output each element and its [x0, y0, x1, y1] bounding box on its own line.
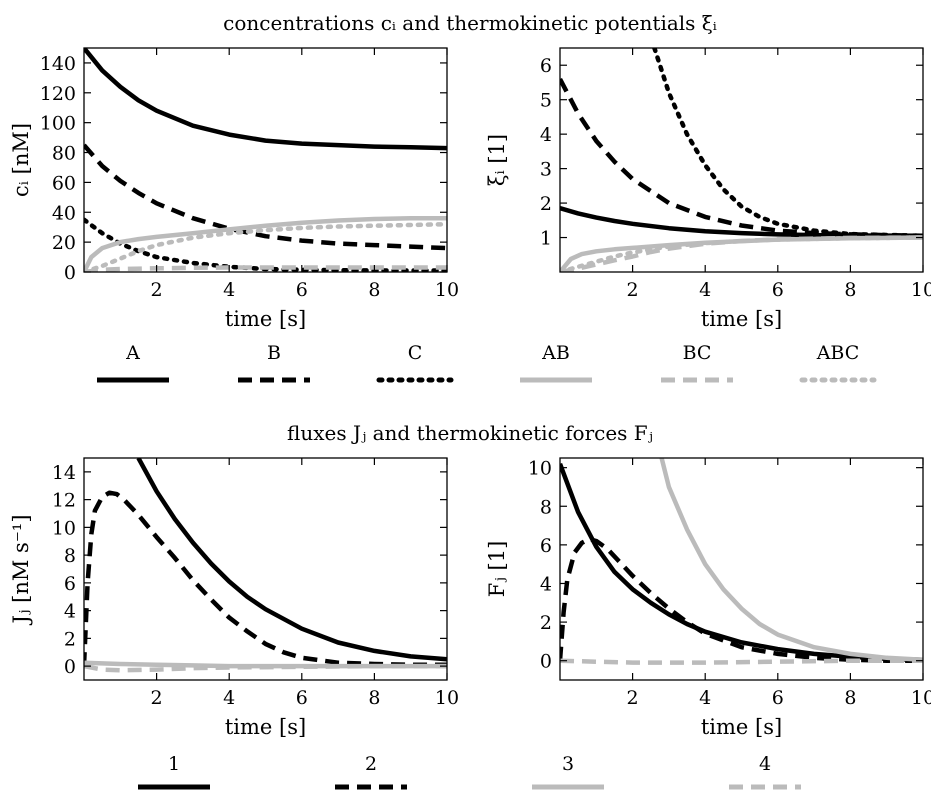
- series-line-bc: [84, 265, 447, 272]
- series-line-bc: [560, 235, 923, 272]
- legend-label-3: 3: [562, 753, 574, 775]
- top-section-title: concentrations cᵢ and thermokinetic pote…: [223, 11, 717, 35]
- y-tick-label: 80: [52, 143, 76, 165]
- x-tick-label: 8: [368, 279, 380, 301]
- legend-species: A B C AB BC ABC: [97, 342, 877, 383]
- y-tick-label: 6: [540, 55, 552, 77]
- series-line-4: [560, 658, 923, 665]
- y-tick-label: 2: [540, 193, 552, 215]
- y-tick-label: 0: [64, 656, 76, 678]
- y-axis-label: ξᵢ [1]: [485, 134, 509, 186]
- y-tick-label: 3: [540, 159, 552, 181]
- y-tick-label: 4: [64, 601, 76, 623]
- y-tick-label: 0: [540, 651, 552, 673]
- series-line-4: [84, 663, 447, 673]
- x-tick-label: 4: [223, 279, 235, 301]
- series-line-a: [84, 48, 447, 151]
- legend-label-b: B: [267, 342, 281, 364]
- x-tick-label: 6: [296, 687, 308, 709]
- series-line-abc: [560, 235, 923, 272]
- legend-label-4: 4: [759, 753, 771, 775]
- x-tick-label: 2: [627, 687, 639, 709]
- x-tick-label: 10: [911, 279, 931, 301]
- x-tick-label: 6: [772, 279, 784, 301]
- legend-label-bc: BC: [683, 342, 712, 364]
- series-line-c: [652, 48, 923, 239]
- series-line-1: [136, 458, 447, 662]
- fluxes-plot: 2 4 6 8 10 0 2 4 6 8 10 12 14 time [s] Jⱼ [nM s⁻¹]: [9, 457, 459, 739]
- x-tick-label: 10: [435, 687, 459, 709]
- y-tick-label: 6: [540, 535, 552, 557]
- y-tick-label: 100: [40, 113, 76, 135]
- series-line-2: [84, 490, 447, 667]
- y-axis-label: Fⱼ [1]: [485, 541, 509, 598]
- y-tick-label: 12: [52, 490, 76, 512]
- y-tick-label: 20: [52, 232, 76, 254]
- x-tick-label: 4: [223, 687, 235, 709]
- plot-frame: [83, 457, 448, 681]
- x-tick-label: 6: [296, 279, 308, 301]
- plot-frame: [559, 47, 924, 273]
- series-line-3: [84, 660, 447, 669]
- bottom-section-title: fluxes Jⱼ and thermokinetic forces Fⱼ: [287, 421, 653, 445]
- forces-plot: 2 4 6 8 10 0 2 4 6 8 10 time [s] Fⱼ [1]: [485, 457, 931, 739]
- x-tick-label: 6: [772, 687, 784, 709]
- plot-frame: [559, 457, 924, 681]
- series-line-ab: [84, 215, 447, 272]
- y-tick-label: 60: [52, 172, 76, 194]
- series-line-b: [84, 143, 447, 251]
- y-tick-label: 6: [64, 573, 76, 595]
- y-tick-label: 14: [52, 462, 76, 484]
- x-axis-label: time [s]: [225, 715, 306, 739]
- y-tick-label: 8: [540, 496, 552, 518]
- y-tick-label: 4: [540, 573, 552, 595]
- series-line-b: [560, 77, 923, 239]
- series-line-a: [560, 206, 923, 239]
- y-tick-label: 2: [540, 612, 552, 634]
- legend-label-a: A: [125, 342, 140, 364]
- legend-label-2: 2: [365, 753, 377, 775]
- x-tick-label: 2: [627, 279, 639, 301]
- legend-reactions: 1 2 3 4: [138, 753, 801, 790]
- x-tick-label: 2: [151, 687, 163, 709]
- series-line-1: [560, 463, 923, 662]
- x-tick-label: 8: [844, 687, 856, 709]
- y-tick-label: 120: [40, 83, 76, 105]
- y-tick-label: 0: [64, 262, 76, 284]
- x-tick-label: 8: [844, 279, 856, 301]
- series-line-2: [560, 536, 923, 663]
- x-tick-label: 10: [911, 687, 931, 709]
- legend-label-abc: ABC: [816, 342, 860, 364]
- x-tick-label: 10: [435, 279, 459, 301]
- legend-label-ab: AB: [541, 342, 570, 364]
- y-tick-label: 2: [64, 628, 76, 650]
- x-tick-label: 4: [699, 279, 711, 301]
- y-tick-label: 1: [540, 228, 552, 250]
- x-tick-label: 8: [368, 687, 380, 709]
- legend-label-1: 1: [168, 753, 180, 775]
- plot-frame: [83, 47, 448, 273]
- series-line-abc: [84, 221, 447, 272]
- legend-label-c: C: [408, 342, 423, 364]
- y-axis-label: cᵢ [nM]: [9, 123, 33, 197]
- y-axis-label: Jⱼ [nM s⁻¹]: [9, 514, 33, 625]
- y-tick-label: 8: [64, 545, 76, 567]
- x-tick-label: 4: [699, 687, 711, 709]
- x-axis-label: time [s]: [701, 715, 782, 739]
- y-tick-label: 10: [528, 458, 552, 480]
- series-line-3: [659, 458, 923, 662]
- x-tick-label: 2: [151, 279, 163, 301]
- y-tick-label: 5: [540, 90, 552, 112]
- y-tick-label: 140: [40, 53, 76, 75]
- x-axis-label: time [s]: [225, 307, 306, 331]
- y-tick-label: 40: [52, 202, 76, 224]
- y-tick-label: 4: [540, 124, 552, 146]
- x-axis-label: time [s]: [701, 307, 782, 331]
- y-tick-label: 10: [52, 517, 76, 539]
